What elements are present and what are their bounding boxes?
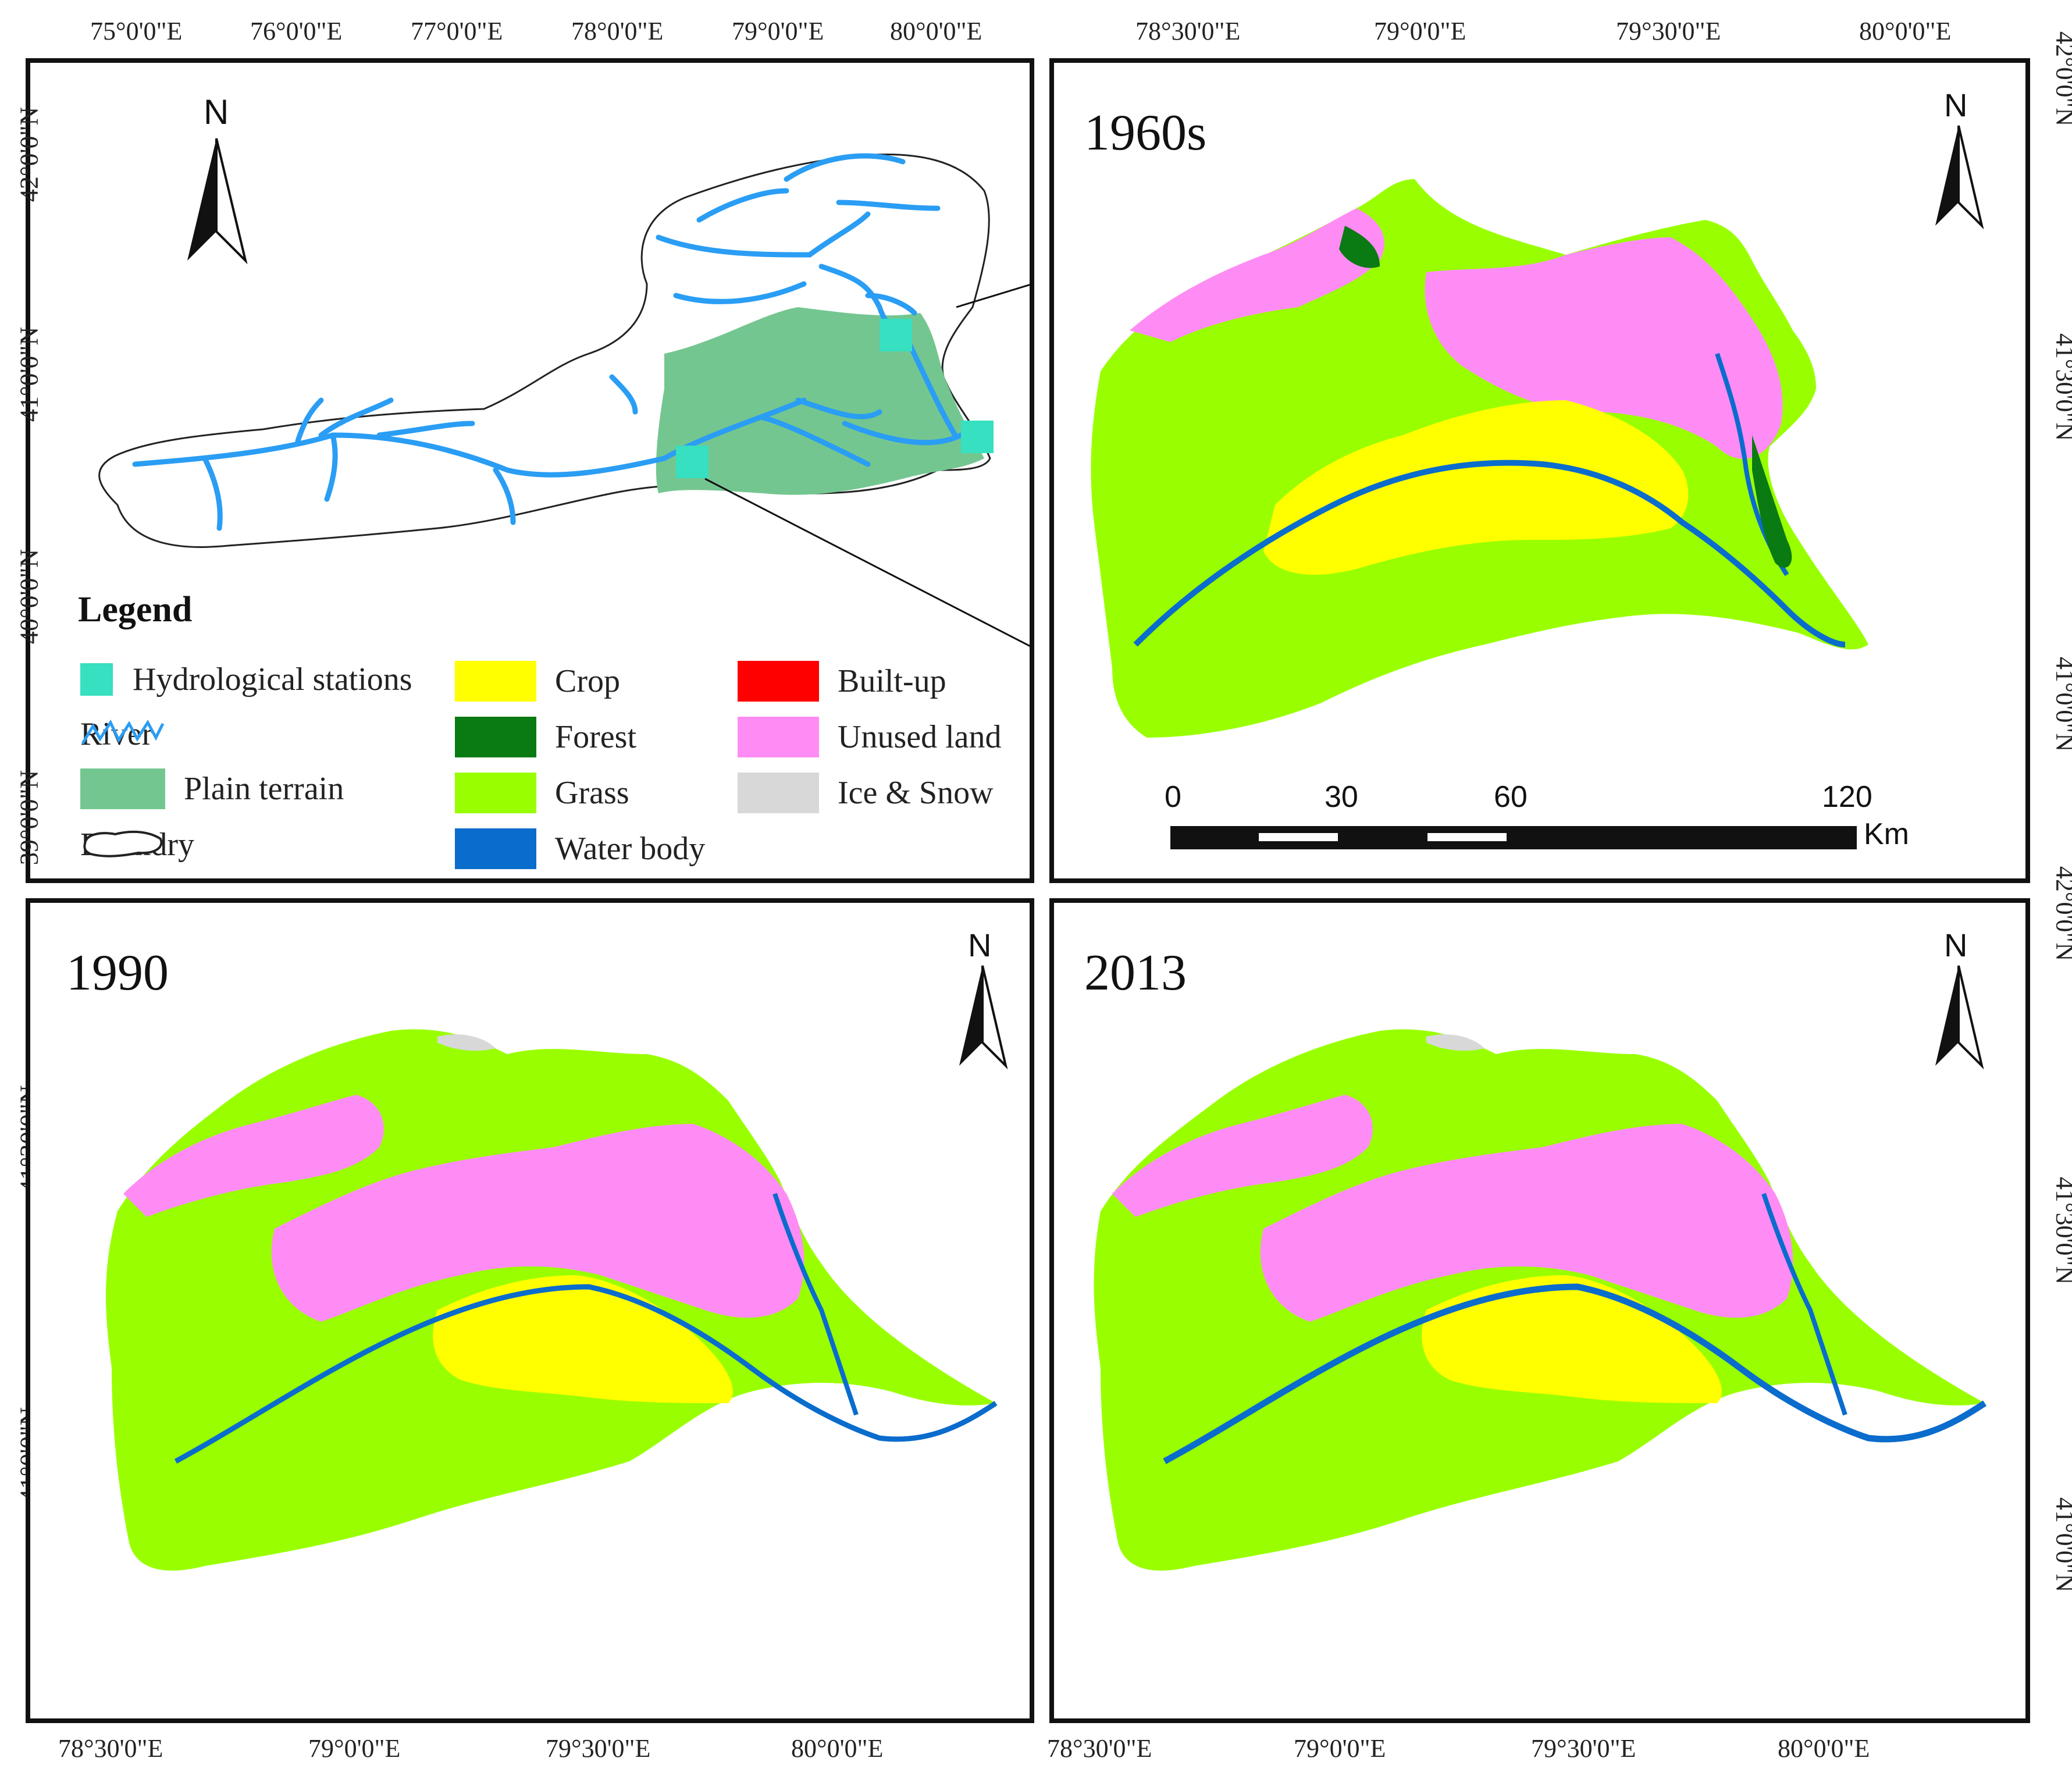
crop-swatch [455,661,536,702]
arrow-to-1960s [956,284,1030,308]
legend-item-boundary: Boundry [80,826,194,863]
ice-snow-swatch [738,773,819,813]
top-detail-tick: 79°0'0"E [1374,17,1466,45]
landuse-map-1960s [1091,179,1868,738]
landuse-map-1990 [106,1029,998,1571]
legend-item-river: River [80,716,165,753]
right-top-tick: 41°30'0"N [2050,333,2072,442]
bottom-tick-left: 80°0'0"E [791,1734,884,1763]
north-arrow: N [1927,926,1991,1077]
plain-terrain-area [656,307,984,495]
bottom-tick-right: 79°30'0"E [1531,1734,1636,1763]
overview-top-tick: 80°0'0"E [890,17,982,45]
north-arrow: N [1927,86,1991,237]
north-arrow-icon [1935,125,1984,230]
bottom-tick-right: 78°30'0"E [1047,1734,1152,1763]
legend-item-water-body: Water body [455,828,705,869]
overview-top-tick: 78°0'0"E [571,17,664,45]
bottom-tick-left: 79°0'0"E [308,1734,401,1763]
legend-item-grass: Grass [455,773,629,813]
map-year-label: 1960s [1084,105,1207,161]
scale-bar [1170,826,1857,849]
right-bottom-tick: 41°0'0"N [2050,1497,2072,1593]
river-network [132,153,964,531]
bottom-tick-right: 80°0'0"E [1778,1734,1870,1763]
scale-bar-label: 60 [1494,780,1528,814]
map-panel-2013: 2013 N [1049,898,2030,1723]
water-body-swatch [455,828,536,869]
legend-item-hydrological-stations: Hydrological stations [80,661,412,698]
river-swatch-icon [81,719,165,745]
landuse-map-2013 [1094,1029,1987,1571]
overview-left-tick: 39°0'0"N [15,770,44,866]
map-year-label: 2013 [1084,945,1187,1001]
overview-top-tick: 79°0'0"E [732,17,824,45]
map-panel-1990: 1990 N [26,898,1034,1723]
scale-bar-label: 30 [1325,780,1358,814]
bottom-tick-right: 79°0'0"E [1294,1734,1386,1763]
legend-item-unused-land: Unused land [738,717,1002,757]
right-top-tick: 42°0'0"N [2050,31,2072,127]
hydro-station-2 [961,421,994,453]
north-arrow-icon [959,965,1008,1070]
north-label: N [204,92,229,131]
north-arrow: N [950,926,1014,1077]
built-up-swatch [738,661,819,702]
top-detail-tick: 79°30'0"E [1616,17,1721,45]
bottom-tick-left: 78°30'0"E [58,1734,163,1763]
north-label: N [1944,87,1968,123]
right-bottom-tick: 42°0'0"N [2050,866,2072,962]
legend-item-built-up: Built-up [738,661,946,702]
legend-item-plain-terrain: Plain terrain [80,768,344,809]
arrow-to-1960s-lower [704,478,1030,647]
top-detail-tick: 80°0'0"E [1859,17,1952,45]
scale-bar-label: 0 [1165,780,1181,814]
overview-map-panel: N Legend Hydrological stations River Pla… [26,58,1034,883]
bottom-tick-left: 79°30'0"E [546,1734,651,1763]
right-bottom-tick: 41°30'0"N [2050,1176,2072,1285]
scale-bar-segment [1259,833,1338,841]
grass-swatch [455,773,536,813]
north-arrow: N [176,92,257,266]
overview-left-tick: 41°0'0"N [15,326,44,422]
right-top-tick: 41°0'0"N [2050,656,2072,752]
boundary-swatch-icon [83,830,163,857]
legend-item-ice-snow: Ice & Snow [738,773,994,813]
scale-bar-label: 120 [1822,780,1872,814]
overview-top-tick: 77°0'0"E [411,17,503,45]
scale-bar-unit: Km [1864,817,1909,851]
north-label: N [1944,927,1968,963]
forest-swatch [455,717,536,757]
overview-top-tick: 76°0'0"E [250,17,343,45]
map-year-label: 1990 [66,945,169,1001]
legend-item-crop: Crop [455,661,620,702]
hydro-station-1 [880,319,912,351]
hydro-station-swatch [80,663,113,696]
top-detail-tick: 78°30'0"E [1135,17,1241,45]
scale-bar-segment [1427,833,1507,841]
overview-top-tick: 75°0'0"E [90,17,183,45]
hydro-station-3 [676,446,709,478]
north-arrow-icon [187,138,248,265]
overview-map [98,153,1030,647]
plain-terrain-swatch [80,768,165,809]
map-panel-1960s: 1960s N 0 30 60 120 Km [1049,58,2030,883]
legend-title: Legend [78,590,193,629]
north-label: N [968,927,992,963]
overview-left-tick: 40°0'0"N [15,549,44,645]
overview-left-tick: 42°0'0"N [15,106,44,202]
unused-land-swatch [738,717,819,757]
north-arrow-icon [1935,965,1984,1070]
legend-item-forest: Forest [455,717,636,757]
